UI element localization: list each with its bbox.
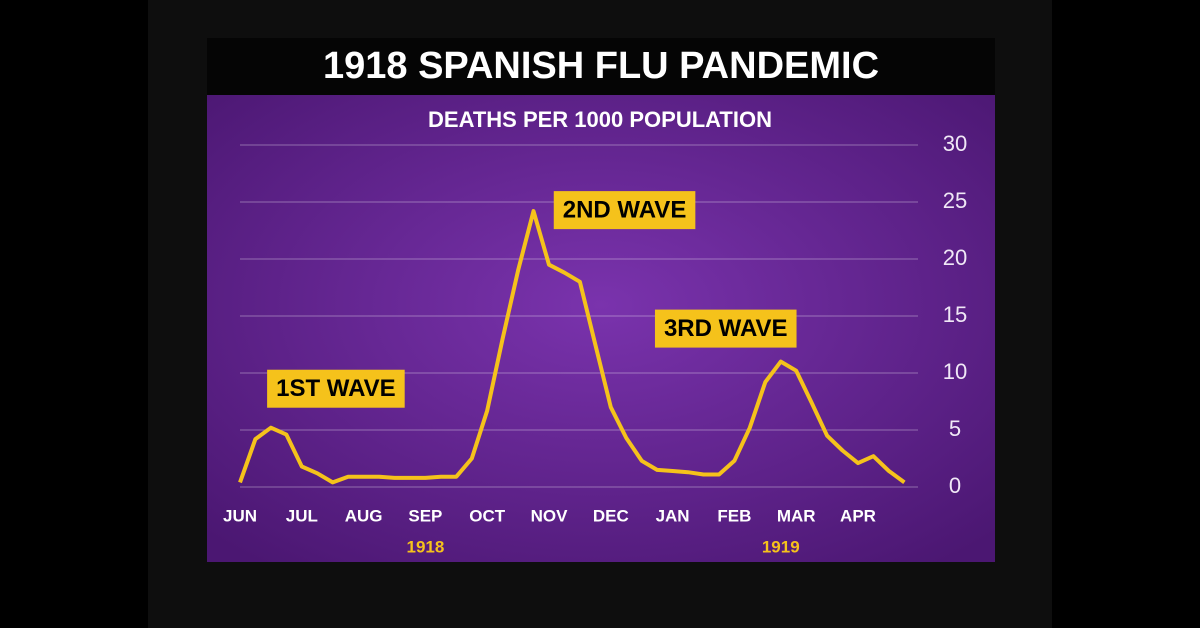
annotation-box (553, 191, 696, 230)
annotation: 3RD WAVE (654, 309, 797, 348)
y-tick-label: 10 (943, 359, 967, 384)
annotation: 1ST WAVE (267, 369, 405, 408)
x-tick-label: NOV (531, 506, 569, 525)
x-tick-label: JUL (286, 506, 318, 525)
annotation-text: 2ND WAVE (563, 196, 687, 223)
x-tick-label: APR (840, 506, 876, 525)
annotation-box (654, 309, 797, 348)
year-label: 1919 (762, 537, 800, 556)
annotation-box (267, 369, 405, 408)
x-tick-label: DEC (593, 506, 629, 525)
annotation-text: 1ST WAVE (276, 375, 396, 402)
x-tick-label: JAN (656, 506, 690, 525)
y-tick-label: 15 (943, 302, 967, 327)
x-tick-label: SEP (408, 506, 442, 525)
x-tick-label: FEB (717, 506, 751, 525)
y-tick-label: 25 (943, 188, 967, 213)
title-bar (207, 38, 995, 95)
y-tick-label: 0 (949, 473, 961, 498)
y-tick-label: 5 (949, 416, 961, 441)
chart-subtitle: DEATHS PER 1000 POPULATION (428, 107, 772, 132)
x-tick-label: JUN (223, 506, 257, 525)
y-tick-label: 30 (943, 131, 967, 156)
y-tick-label: 20 (943, 245, 967, 270)
year-label: 1918 (406, 537, 444, 556)
annotation-text: 3RD WAVE (664, 315, 788, 342)
data-line (238, 209, 906, 485)
chart-title: 1918 SPANISH FLU PANDEMIC (323, 45, 879, 87)
plot-background (207, 95, 995, 562)
annotation: 2ND WAVE (553, 191, 696, 230)
x-tick-label: OCT (469, 506, 506, 525)
x-tick-label: MAR (777, 506, 816, 525)
x-tick-label: AUG (345, 506, 383, 525)
